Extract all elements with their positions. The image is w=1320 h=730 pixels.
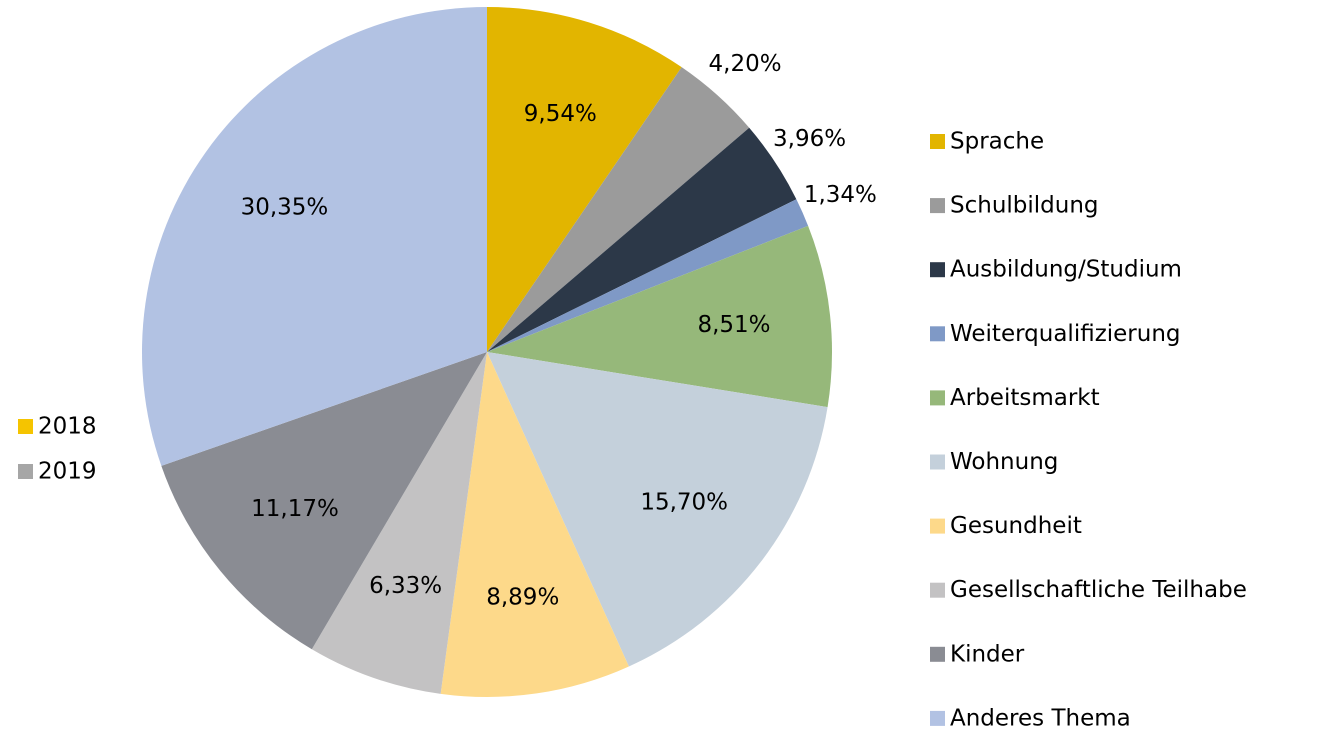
data-label: 4,20% bbox=[709, 51, 782, 77]
legend-swatch bbox=[930, 326, 945, 342]
legend-label: 2018 bbox=[38, 414, 97, 440]
data-label: 11,17% bbox=[251, 496, 339, 522]
pie-slice bbox=[487, 352, 828, 667]
legend-label: 2019 bbox=[38, 459, 97, 485]
legend-label: Anderes Thema bbox=[950, 705, 1131, 730]
pie-slice bbox=[487, 199, 809, 352]
legend-swatch bbox=[930, 646, 945, 662]
legend-swatch bbox=[930, 454, 945, 470]
legend-label: Wohnung bbox=[950, 449, 1058, 475]
data-label: 8,51% bbox=[697, 312, 770, 338]
pie-slice bbox=[487, 7, 682, 352]
pie-slice bbox=[161, 352, 487, 650]
pie-slice bbox=[440, 352, 629, 697]
pie-slice bbox=[487, 225, 833, 408]
legend-label: Weiterqualifizierung bbox=[950, 321, 1181, 347]
data-label: 30,35% bbox=[241, 195, 329, 221]
pie-slice bbox=[487, 127, 797, 352]
legend-swatch bbox=[930, 582, 945, 598]
data-label: 1,34% bbox=[804, 182, 877, 208]
data-label: 3,96% bbox=[773, 126, 846, 152]
legend-swatch bbox=[930, 198, 945, 214]
data-label: 15,70% bbox=[640, 490, 728, 516]
legend-swatch bbox=[18, 464, 33, 479]
pie-slice bbox=[142, 7, 488, 466]
legend-swatch bbox=[930, 390, 945, 406]
legend-label: Sprache bbox=[950, 129, 1044, 155]
legend-label: Gesellschaftliche Teilhabe bbox=[950, 577, 1247, 603]
legend-swatch bbox=[930, 134, 945, 149]
pie-slice bbox=[487, 67, 750, 353]
legend-label: Schulbildung bbox=[950, 193, 1099, 219]
pie-slice bbox=[311, 352, 487, 694]
data-label: 8,89% bbox=[486, 584, 559, 610]
legend-swatch bbox=[18, 419, 33, 434]
data-label: 9,54% bbox=[524, 101, 597, 127]
data-label: 6,33% bbox=[369, 573, 442, 599]
legend-label: Ausbildung/Studium bbox=[950, 257, 1182, 283]
legend-swatch bbox=[930, 262, 945, 278]
legend-label: Arbeitsmarkt bbox=[950, 385, 1100, 411]
legend-swatch bbox=[930, 710, 945, 726]
legend-label: Gesundheit bbox=[950, 513, 1082, 539]
legend-swatch bbox=[930, 518, 945, 534]
legend-label: Kinder bbox=[950, 641, 1025, 667]
